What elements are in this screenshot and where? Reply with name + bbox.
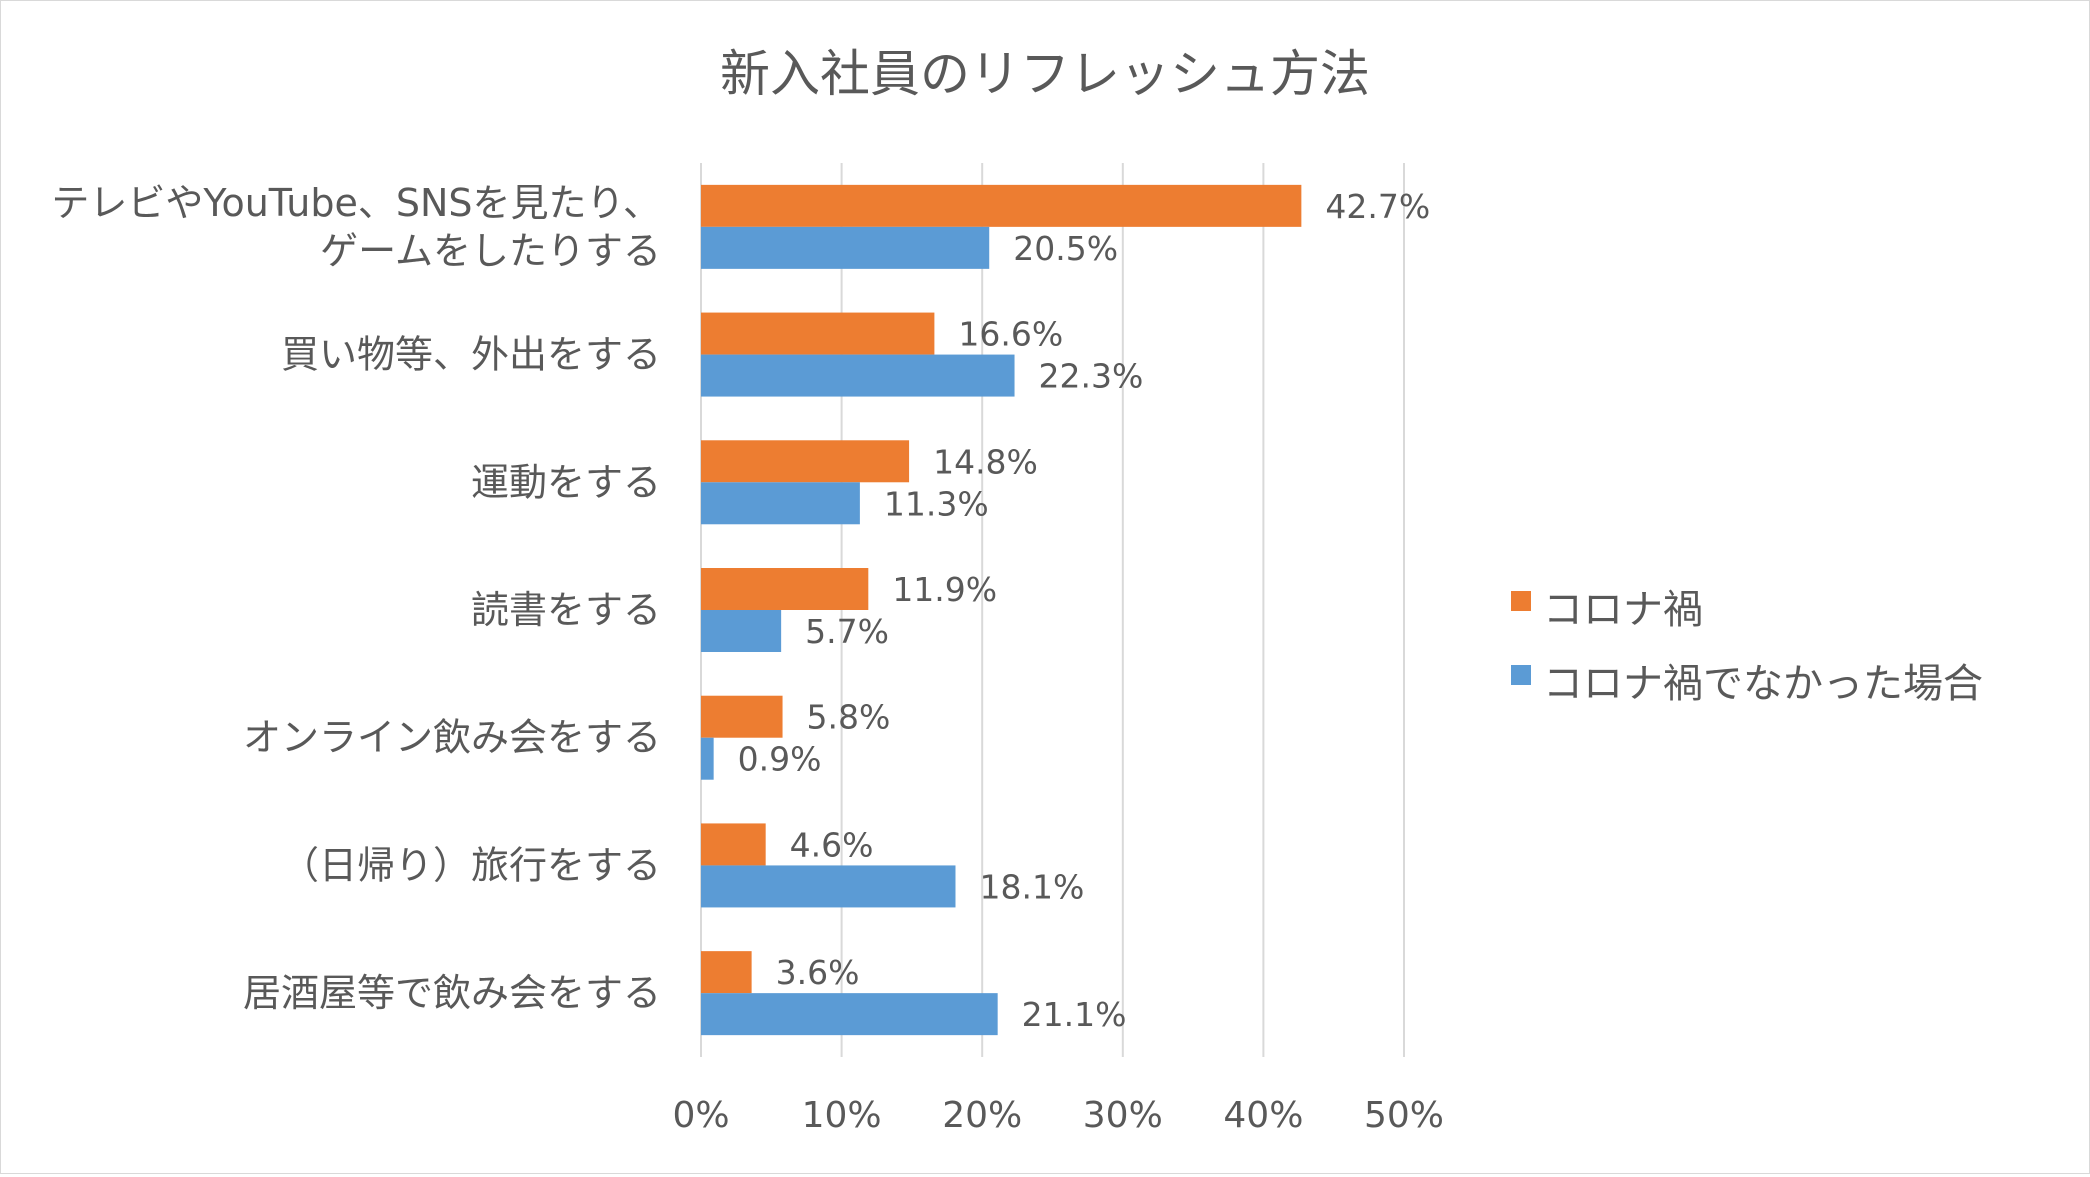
data-label: 4.6% bbox=[790, 825, 874, 864]
data-label: 0.9% bbox=[738, 740, 822, 779]
category-label: （日帰り）旅行をする bbox=[281, 843, 661, 887]
category-label: 買い物等、外出をする bbox=[281, 333, 661, 377]
category-label: テレビやYouTube、SNSを見たり、 bbox=[51, 181, 661, 225]
x-tick-label: 10% bbox=[802, 1095, 882, 1136]
bar-non-corona-3 bbox=[701, 610, 782, 652]
x-tick-label: 40% bbox=[1223, 1095, 1303, 1136]
bars bbox=[701, 184, 1302, 1036]
legend-swatch bbox=[1511, 665, 1531, 685]
data-label: 22.3% bbox=[1039, 357, 1144, 396]
bar-non-corona-4 bbox=[701, 737, 714, 780]
data-label: 3.6% bbox=[776, 953, 860, 992]
bar-corona-6 bbox=[701, 951, 752, 994]
category-label: ゲームをしたりする bbox=[320, 229, 661, 273]
category-labels: テレビやYouTube、SNSを見たり、ゲームをしたりする買い物等、外出をする運… bbox=[51, 181, 661, 1015]
data-label: 5.7% bbox=[805, 612, 889, 651]
x-axis-ticks: 0% 10% 20% 30% 40% 50% bbox=[672, 1095, 1444, 1136]
data-label: 11.3% bbox=[884, 484, 989, 523]
x-tick-label: 0% bbox=[672, 1095, 729, 1136]
data-label: 16.6% bbox=[958, 315, 1063, 354]
data-label: 42.7% bbox=[1325, 187, 1430, 226]
bar-corona-3 bbox=[701, 568, 869, 610]
bar-corona-0 bbox=[701, 184, 1302, 227]
category-label: 居酒屋等で飲み会をする bbox=[243, 971, 661, 1015]
data-label: 18.1% bbox=[979, 867, 1084, 906]
data-label: 5.8% bbox=[807, 698, 891, 737]
category-label: オンライン飲み会をする bbox=[243, 716, 661, 760]
legend-label: コロナ禍 bbox=[1543, 587, 1703, 633]
x-tick-label: 20% bbox=[942, 1095, 1022, 1136]
bar-non-corona-5 bbox=[701, 865, 956, 908]
bar-corona-2 bbox=[701, 440, 910, 483]
x-tick-label: 50% bbox=[1364, 1095, 1444, 1136]
data-label: 11.9% bbox=[892, 570, 997, 609]
bar-non-corona-1 bbox=[701, 354, 1015, 397]
gridlines bbox=[700, 163, 1405, 1057]
bar-corona-4 bbox=[701, 695, 783, 738]
bar-non-corona-6 bbox=[701, 993, 998, 1036]
x-tick-label: 30% bbox=[1083, 1095, 1163, 1136]
legend-label: コロナ禍でなかった場合 bbox=[1543, 661, 1983, 707]
data-label: 21.1% bbox=[1022, 995, 1127, 1034]
bar-non-corona-2 bbox=[701, 482, 860, 525]
category-label: 運動をする bbox=[471, 460, 661, 504]
bar-non-corona-0 bbox=[701, 226, 990, 269]
data-label: 14.8% bbox=[933, 442, 1038, 481]
bar-corona-5 bbox=[701, 823, 766, 866]
chart-title: 新入社員のリフレッシュ方法 bbox=[720, 45, 1370, 103]
data-label: 20.5% bbox=[1013, 229, 1118, 268]
bar-corona-1 bbox=[701, 312, 935, 355]
category-label: 読書をする bbox=[471, 588, 661, 632]
legend-swatch bbox=[1511, 591, 1531, 611]
data-labels: 42.7% 20.5% 16.6%22.3% 14.8%11.3% 11.9%5.7% 5… bbox=[738, 187, 1431, 1034]
